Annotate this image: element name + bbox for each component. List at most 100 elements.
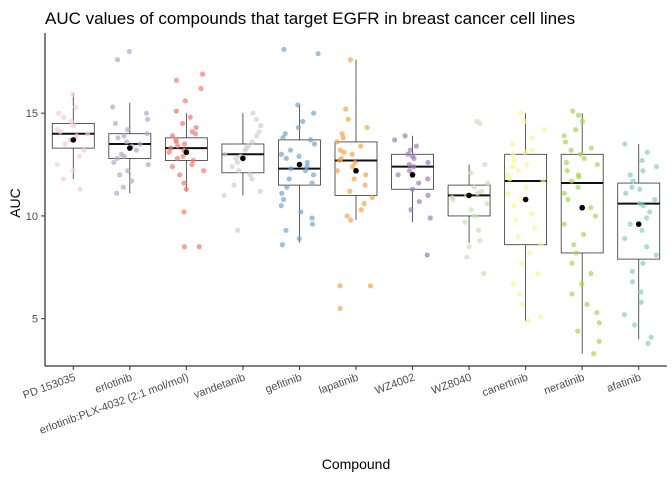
x-tick-label: afatinib (605, 372, 642, 395)
data-point (180, 120, 186, 127)
data-point (629, 184, 635, 190)
data-point (114, 155, 120, 161)
data-point (133, 147, 139, 153)
data-point (573, 127, 579, 133)
data-point (174, 155, 180, 161)
x-tick-label: gefitinib (264, 372, 304, 396)
data-point (518, 196, 525, 203)
data-point (623, 190, 629, 196)
data-point (125, 168, 131, 174)
data-point (648, 334, 654, 340)
data-point (70, 92, 76, 98)
data-point (144, 131, 150, 137)
data-point (519, 301, 526, 307)
data-point (169, 133, 176, 139)
data-point (505, 190, 511, 196)
data-point (339, 131, 345, 137)
data-point (570, 108, 576, 114)
data-point (302, 168, 309, 174)
data-point (630, 178, 636, 184)
compound-group (617, 141, 661, 346)
data-point (629, 268, 636, 275)
y-tick-label: 5 (32, 314, 38, 326)
data-point (621, 312, 628, 318)
data-point (409, 153, 416, 159)
data-point (504, 172, 511, 178)
data-point (594, 309, 600, 316)
data-point (282, 131, 288, 137)
data-point (476, 227, 482, 233)
data-point (529, 135, 535, 141)
data-point (652, 196, 658, 203)
data-point (181, 141, 188, 147)
data-point (117, 172, 123, 178)
box (278, 139, 321, 186)
data-point (427, 215, 433, 221)
data-point (569, 178, 575, 184)
data-point (198, 85, 204, 92)
data-point (596, 338, 602, 344)
data-point (588, 270, 594, 277)
data-point (647, 209, 653, 215)
data-point (471, 184, 477, 190)
data-point (344, 213, 350, 219)
data-point (121, 133, 127, 139)
mean-point (353, 167, 359, 174)
data-point (653, 252, 659, 258)
mean-point (466, 192, 472, 199)
data-point (181, 180, 187, 186)
data-point (529, 211, 535, 217)
data-point (482, 161, 488, 168)
data-point (510, 151, 516, 157)
data-point (68, 118, 74, 124)
data-point (565, 196, 571, 203)
compound-group (164, 71, 208, 250)
mean-point (635, 221, 642, 227)
data-point (110, 104, 116, 110)
compound-group (108, 48, 152, 196)
data-point (631, 322, 638, 328)
data-point (350, 164, 356, 170)
data-point (408, 207, 414, 213)
data-point (479, 188, 485, 194)
data-point (474, 190, 481, 196)
data-point (464, 254, 470, 260)
compound-group (447, 118, 491, 277)
compound-group (391, 133, 434, 258)
data-point (516, 168, 522, 174)
data-point (568, 147, 574, 153)
data-point (472, 213, 478, 219)
data-point (519, 260, 525, 266)
data-point (639, 227, 645, 233)
data-point (60, 176, 66, 182)
data-point (526, 250, 533, 256)
mean-point (240, 155, 246, 162)
data-point (181, 244, 188, 250)
data-point (278, 203, 284, 209)
data-point (515, 233, 521, 240)
data-point (296, 235, 302, 242)
data-point (253, 116, 260, 122)
data-point (283, 155, 289, 161)
data-point (510, 281, 517, 287)
data-point (484, 201, 490, 207)
data-point (622, 141, 628, 147)
data-point (507, 176, 513, 182)
y-tick-label: 15 (26, 108, 38, 120)
data-point (236, 168, 242, 174)
data-point (591, 351, 597, 357)
box (108, 133, 152, 159)
data-point (395, 172, 401, 178)
data-point (575, 112, 582, 118)
data-point (72, 104, 79, 110)
box (617, 182, 661, 260)
data-point (288, 166, 294, 172)
data-point (406, 168, 413, 174)
mean-point (127, 145, 133, 151)
data-point (563, 159, 570, 166)
data-point (111, 159, 117, 166)
data-point (279, 242, 286, 248)
data-point (56, 110, 62, 116)
data-point (169, 164, 175, 170)
